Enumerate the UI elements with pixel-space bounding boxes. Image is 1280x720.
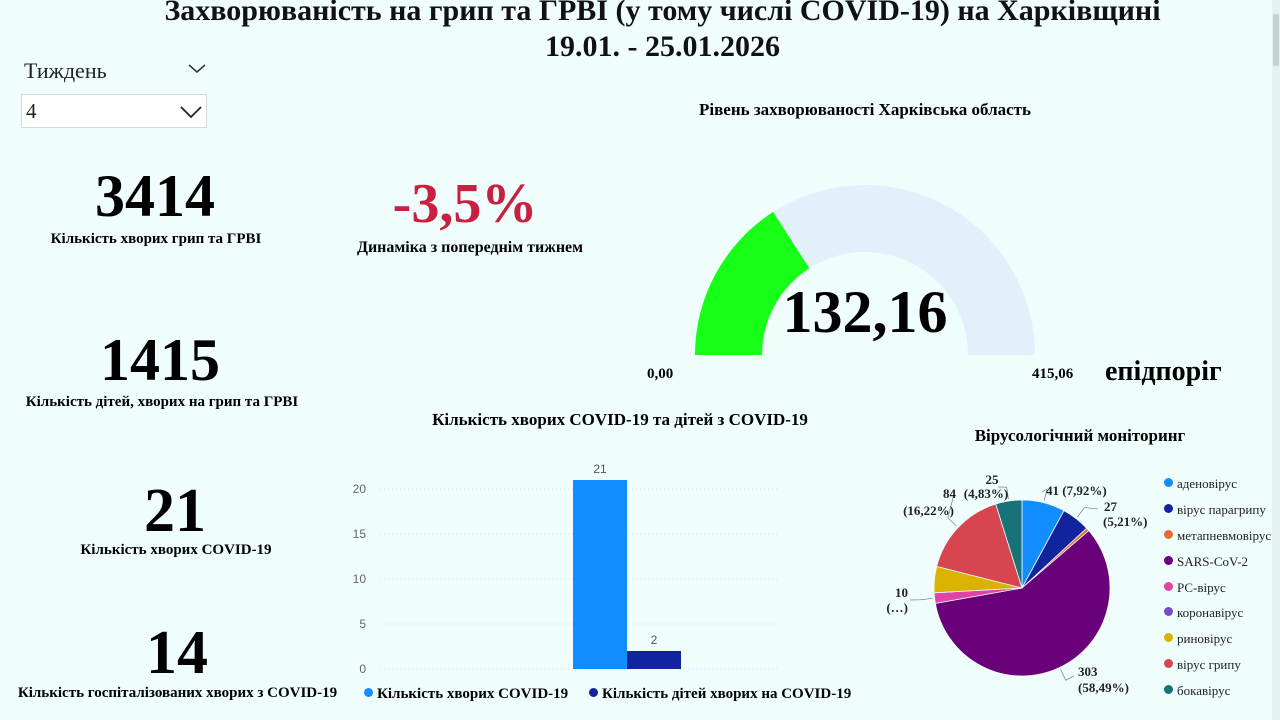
pie-leader-line: [1041, 488, 1048, 501]
pie-legend-item[interactable]: метапневмовірус: [1164, 528, 1274, 554]
bar-chart: 0 5 10 15 20 21 2: [353, 462, 780, 676]
week-dropdown[interactable]: [21, 94, 207, 128]
pie-legend-label: вірус парагрипу: [1177, 501, 1266, 517]
gauge-chart: [695, 185, 1035, 355]
pie-data-label: 10: [895, 585, 908, 600]
legend-dot-icon: [1164, 503, 1173, 513]
legend-dot-icon: [1164, 529, 1173, 539]
kpi-covid-hosp-value: 14: [146, 619, 208, 687]
kpi-flu-cases-value: 3414: [95, 163, 215, 229]
bar-legend-item-1[interactable]: Кількість хворих COVID-19: [364, 686, 568, 703]
pie-leader-line: [947, 493, 957, 527]
dynamics-value: -3,5%: [392, 173, 538, 235]
pie-leader-line: [1076, 507, 1099, 518]
legend-dot-icon: [1164, 581, 1173, 591]
legend-dot-icon: [589, 688, 598, 697]
pie-chart-title: Вірусологічний моніторинг: [974, 426, 1186, 445]
dynamics-label: Динаміка з попереднім тижнем: [356, 239, 584, 256]
kpi-covid-cases-label: Кількість хворих COVID-19: [80, 542, 272, 558]
pie-legend-label: РС-вірус: [1177, 579, 1226, 595]
scrollbar-thumb[interactable]: [1273, 14, 1279, 66]
pie-leader-line: [909, 597, 933, 601]
dropdown-chevron-icon[interactable]: [178, 102, 204, 122]
bar-chart-title: Кількість хворих COVID-19 та дітей з COV…: [432, 410, 808, 429]
bar-legend-label-2: Кількість дітей хворих на COVID-19: [602, 686, 852, 702]
legend-dot-icon: [1164, 555, 1173, 565]
pie-data-label: 25: [986, 472, 1000, 487]
bar-y-tick: 0: [359, 662, 366, 676]
kpi-flu-cases-label: Кількість хворих грип та ГРВІ: [50, 231, 262, 247]
pie-legend-item[interactable]: риновірус: [1164, 631, 1274, 657]
pie-legend-item[interactable]: бокавірус: [1164, 683, 1274, 709]
page-title: Захворюваність на грип та ГРВІ (у тому ч…: [164, 0, 1161, 27]
pie-legend-label: метапневмовірус: [1177, 527, 1272, 543]
pie-legend-label: бокавірус: [1177, 683, 1231, 699]
gauge-min-label: 0,00: [647, 366, 674, 382]
legend-dot-icon: [1164, 478, 1173, 487]
pie-legend-item[interactable]: вірус грипу: [1164, 657, 1274, 683]
pie-legend-label: риновірус: [1177, 631, 1233, 647]
bar-data-label: 2: [651, 633, 658, 647]
pie-legend-item[interactable]: вірус парагрипу: [1164, 502, 1274, 528]
bar-y-tick: 5: [359, 617, 366, 631]
bar: [573, 480, 627, 669]
legend-dot-icon: [1164, 659, 1173, 669]
bar-data-label: 21: [593, 462, 607, 476]
pie-slice: [995, 499, 1023, 589]
legend-dot-icon: [1164, 633, 1173, 643]
pie-leader-line: [1060, 669, 1075, 681]
pie-leader-line: [997, 486, 1009, 500]
bar: [627, 651, 681, 669]
pie-legend-item[interactable]: РС-вірус: [1164, 580, 1274, 606]
scrollbar-track[interactable]: [1272, 0, 1280, 720]
legend-dot-icon: [1164, 607, 1173, 617]
week-slicer-label: Тиждень: [24, 58, 107, 83]
chevron-down-icon[interactable]: [186, 58, 208, 80]
pie-data-label: (16,22%): [903, 503, 954, 518]
pie-data-label: (…): [886, 600, 908, 615]
pie-legend: аденовірус вірус парагрипу метапневмовірус…: [1164, 476, 1274, 709]
pie-chart: 41 (7,92%)27(5,21%) 303(58,49%) 10(…) 84 (16…: [886, 472, 1147, 695]
kpi-children-flu-label: Кількість дітей, хворих на грип та ГРВІ: [25, 394, 299, 410]
kpi-covid-cases-value: 21: [144, 477, 206, 545]
pie-data-label: 41 (7,92%): [1046, 483, 1107, 498]
page-subtitle-dates: 19.01. - 25.01.2026: [545, 30, 780, 63]
pie-data-label: (4,83%): [964, 486, 1008, 501]
bar-y-tick: 15: [353, 527, 367, 541]
week-dropdown-value[interactable]: 4: [26, 99, 37, 123]
pie-legend-label: аденовірус: [1177, 476, 1237, 491]
pie-data-label: 84: [943, 486, 957, 501]
pie-legend-item[interactable]: коронавірус: [1164, 605, 1274, 631]
pie-legend-label: SARS-CoV-2: [1177, 553, 1249, 569]
pie-data-label: (5,21%): [1103, 514, 1147, 529]
gauge-value: 132,16: [782, 279, 948, 345]
gauge-max-label: 415,06: [1032, 366, 1074, 382]
bar-legend-item-2[interactable]: Кількість дітей хворих на COVID-19: [589, 686, 851, 703]
pie-legend-item[interactable]: SARS-CoV-2: [1164, 554, 1274, 580]
bar-legend-label-1: Кількість хворих COVID-19: [377, 686, 569, 702]
legend-dot-icon: [364, 688, 373, 697]
pie-legend-item[interactable]: аденовірус: [1164, 476, 1274, 502]
kpi-covid-hosp-label: Кількість госпіталізованих хворих з COVI…: [17, 685, 338, 701]
bar-y-tick: 10: [353, 572, 367, 586]
pie-data-label: (58,49%): [1078, 680, 1129, 695]
pie-data-label: 27: [1104, 499, 1118, 514]
pie-legend-label: коронавірус: [1177, 605, 1244, 621]
gauge-fill: [695, 211, 810, 355]
pie-legend-label: вірус грипу: [1177, 657, 1241, 673]
gauge-target-label: епідпоріг: [1105, 356, 1222, 387]
bar-y-tick: 20: [353, 482, 367, 496]
gauge-title: Рівень захворюваності Харківська область: [698, 100, 1031, 119]
kpi-children-flu-value: 1415: [100, 327, 220, 393]
pie-data-label: 303: [1078, 664, 1098, 679]
pie-slice: [936, 503, 1023, 589]
legend-dot-icon: [1164, 685, 1173, 695]
pie-slice: [934, 530, 1111, 677]
